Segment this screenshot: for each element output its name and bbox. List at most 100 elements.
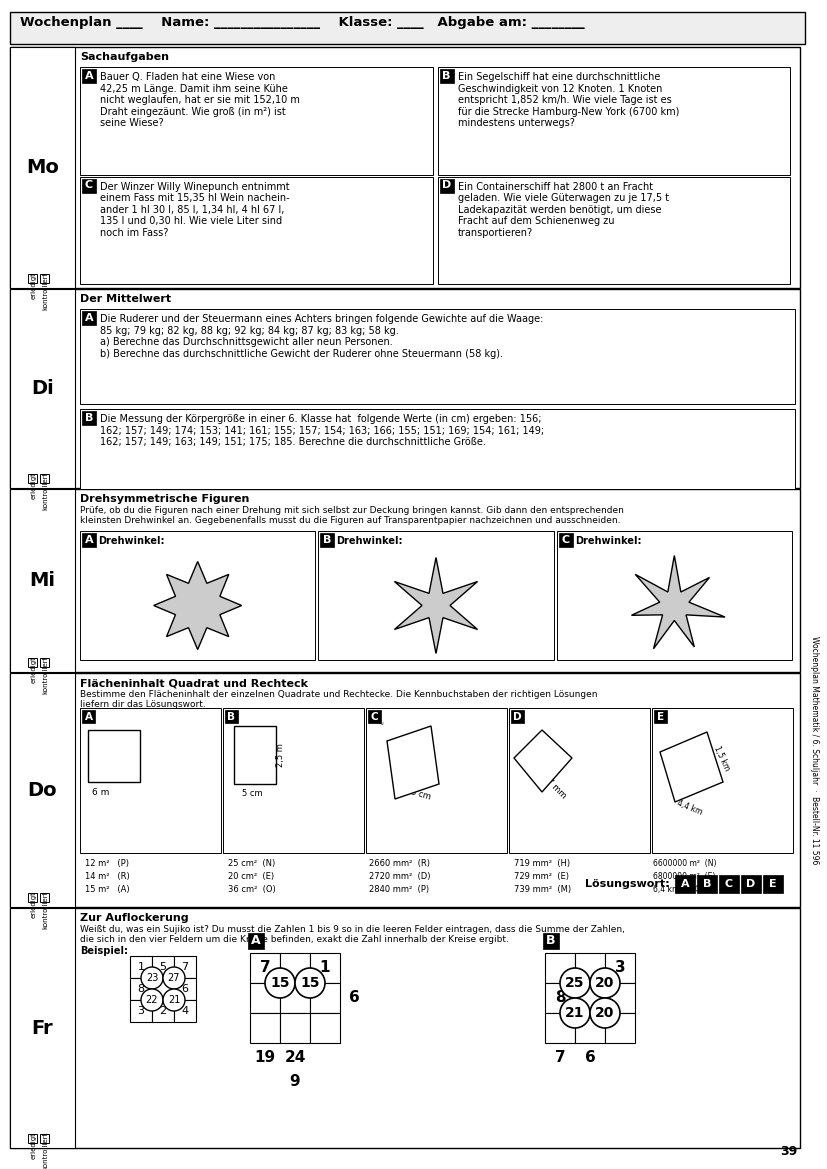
Text: 15: 15 — [300, 976, 320, 990]
Bar — [439, 179, 453, 193]
Bar — [320, 533, 334, 547]
Text: 2,5 m: 2,5 m — [276, 743, 285, 767]
Text: erledigt: erledigt — [31, 891, 37, 918]
Text: 729 mm²  (E): 729 mm² (E) — [514, 872, 569, 881]
Bar — [741, 876, 761, 893]
Text: B: B — [85, 413, 93, 423]
Text: 6600000 m²  (N): 6600000 m² (N) — [653, 859, 716, 869]
Text: Bauer Q. Fladen hat eine Wiese von
42,25 m Länge. Damit ihm seine Kühe
nicht weg: Bauer Q. Fladen hat eine Wiese von 42,25… — [100, 72, 300, 129]
Text: Mi: Mi — [30, 570, 55, 590]
Text: 3: 3 — [614, 961, 625, 975]
Text: 20: 20 — [595, 976, 614, 990]
Text: 36 cm²  (O): 36 cm² (O) — [228, 885, 275, 894]
Bar — [605, 983, 635, 1014]
Circle shape — [163, 989, 185, 1011]
Text: 15 m²   (A): 15 m² (A) — [85, 885, 130, 894]
Text: 24: 24 — [284, 1051, 306, 1065]
Text: 14 m²   (R): 14 m² (R) — [85, 872, 130, 881]
Text: Fr: Fr — [31, 1018, 53, 1038]
Text: D: D — [747, 879, 756, 888]
Text: Beispiel:: Beispiel: — [80, 946, 128, 956]
Bar — [223, 708, 364, 853]
Text: A: A — [84, 313, 93, 323]
Bar — [234, 726, 276, 784]
Text: 27: 27 — [168, 973, 180, 983]
Text: 21: 21 — [168, 995, 180, 1005]
Bar — [250, 953, 280, 983]
Bar — [575, 1014, 605, 1043]
Text: 8: 8 — [137, 984, 145, 994]
Text: D: D — [514, 712, 522, 721]
Bar — [280, 1014, 310, 1043]
Text: Die Ruderer und der Steuermann eines Achters bringen folgende Gewichte auf die W: Die Ruderer und der Steuermann eines Ach… — [100, 314, 543, 359]
Circle shape — [560, 968, 590, 998]
Text: Prüfe, ob du die Figuren nach einer Drehung mit sich selbst zur Deckung bringen : Prüfe, ob du die Figuren nach einer Dreh… — [80, 506, 624, 525]
Text: 7: 7 — [555, 1051, 566, 1065]
Text: 12 m²   (P): 12 m² (P) — [85, 859, 129, 869]
Text: 6800000 m²  (E): 6800000 m² (E) — [653, 872, 715, 881]
Text: 2840 mm²  (P): 2840 mm² (P) — [369, 885, 429, 894]
Text: A: A — [681, 879, 690, 888]
Bar — [40, 1134, 49, 1143]
Bar — [511, 710, 524, 722]
Bar — [10, 489, 75, 672]
Bar — [28, 274, 37, 283]
Bar — [10, 12, 805, 44]
Text: 5: 5 — [160, 962, 166, 971]
Bar — [310, 953, 340, 983]
Bar — [152, 978, 174, 999]
Text: 25: 25 — [565, 976, 585, 990]
Text: 9: 9 — [289, 1073, 300, 1088]
Bar — [310, 983, 340, 1014]
Text: 25 cm²  (N): 25 cm² (N) — [228, 859, 275, 869]
Bar — [719, 876, 739, 893]
Text: 23: 23 — [146, 973, 158, 983]
Bar — [40, 473, 49, 483]
Text: 8 cm: 8 cm — [410, 787, 433, 801]
Bar — [10, 489, 800, 672]
Bar — [439, 69, 453, 83]
Bar — [280, 953, 310, 983]
Bar — [174, 956, 196, 978]
Bar — [545, 983, 575, 1014]
Text: 1: 1 — [320, 961, 330, 975]
Text: 7: 7 — [181, 962, 189, 971]
Bar — [437, 67, 790, 174]
Text: C: C — [370, 712, 378, 721]
Circle shape — [295, 968, 325, 998]
Text: kontrolliert: kontrolliert — [42, 656, 48, 694]
Text: B: B — [547, 934, 556, 948]
Text: 27 mm: 27 mm — [540, 773, 567, 800]
Bar — [10, 673, 75, 907]
Bar — [80, 177, 433, 284]
Polygon shape — [154, 561, 241, 650]
Circle shape — [163, 967, 185, 989]
Bar — [152, 956, 174, 978]
Text: A: A — [84, 535, 93, 545]
Text: Der Mittelwert: Der Mittelwert — [80, 293, 171, 304]
Text: Drehwinkel:: Drehwinkel: — [98, 537, 165, 546]
Bar — [10, 47, 75, 288]
Text: B: B — [442, 71, 451, 81]
Text: B: B — [227, 712, 236, 721]
Bar — [697, 876, 717, 893]
Bar — [605, 1014, 635, 1043]
Text: Drehwinkel:: Drehwinkel: — [575, 537, 641, 546]
Text: 2720 mm²  (D): 2720 mm² (D) — [369, 872, 431, 881]
Bar — [130, 978, 152, 999]
Text: Zur Auflockerung: Zur Auflockerung — [80, 913, 189, 924]
Bar — [40, 274, 49, 283]
Text: 21: 21 — [565, 1007, 585, 1021]
Bar — [82, 710, 95, 722]
Bar — [318, 531, 553, 660]
Text: 2660 mm²  (R): 2660 mm² (R) — [369, 859, 430, 869]
Text: Flächeninhalt Quadrat und Rechteck: Flächeninhalt Quadrat und Rechteck — [80, 678, 308, 689]
Text: 2: 2 — [160, 1007, 166, 1016]
Bar — [654, 710, 667, 722]
Text: C: C — [85, 180, 93, 191]
Bar — [40, 893, 49, 902]
Text: Ein Containerschiff hat 2800 t an Fracht
geladen. Wie viele Güterwagen zu je 17,: Ein Containerschiff hat 2800 t an Fracht… — [457, 181, 668, 238]
Text: 5 cm: 5 cm — [242, 789, 263, 798]
Bar — [82, 411, 96, 426]
Bar — [250, 1014, 280, 1043]
